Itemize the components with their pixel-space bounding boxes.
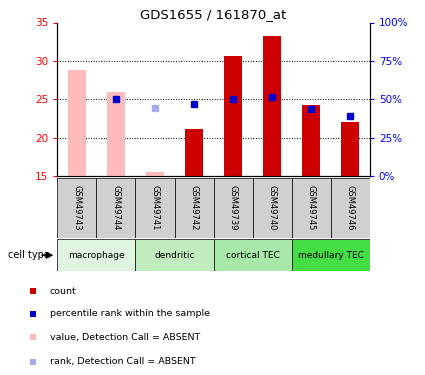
Text: GSM49746: GSM49746 [346,185,355,231]
Text: GSM49739: GSM49739 [229,185,238,231]
Bar [136,178,175,238]
Bar [213,239,292,271]
Text: dendritic: dendritic [154,251,195,260]
Text: GSM49744: GSM49744 [111,186,120,231]
Text: GSM49745: GSM49745 [307,186,316,231]
Bar [264,36,281,176]
Bar [136,239,213,271]
Bar [331,178,370,238]
Bar [252,178,292,238]
Text: value, Detection Call = ABSENT: value, Detection Call = ABSENT [50,333,200,342]
Text: GSM49743: GSM49743 [72,185,82,231]
Bar [175,178,213,238]
Bar [107,93,125,176]
Title: GDS1655 / 161870_at: GDS1655 / 161870_at [140,8,287,21]
Bar [57,239,136,271]
Bar [96,178,136,238]
Bar [185,129,203,176]
Bar [68,70,86,176]
Bar [57,178,96,238]
Text: percentile rank within the sample: percentile rank within the sample [50,309,210,318]
Text: GSM49741: GSM49741 [150,186,159,231]
Bar [146,172,164,176]
Bar [303,105,320,176]
Text: rank, Detection Call = ABSENT: rank, Detection Call = ABSENT [50,357,195,366]
Bar [292,178,331,238]
Bar [292,239,370,271]
Text: cortical TEC: cortical TEC [226,251,280,260]
Text: cell type: cell type [8,250,51,260]
Text: GSM49742: GSM49742 [190,186,198,231]
Bar [224,56,242,176]
Text: GSM49740: GSM49740 [268,186,277,231]
Bar [341,122,359,176]
Bar [213,178,252,238]
Text: count: count [50,287,76,296]
Text: medullary TEC: medullary TEC [298,251,364,260]
Text: macrophage: macrophage [68,251,125,260]
